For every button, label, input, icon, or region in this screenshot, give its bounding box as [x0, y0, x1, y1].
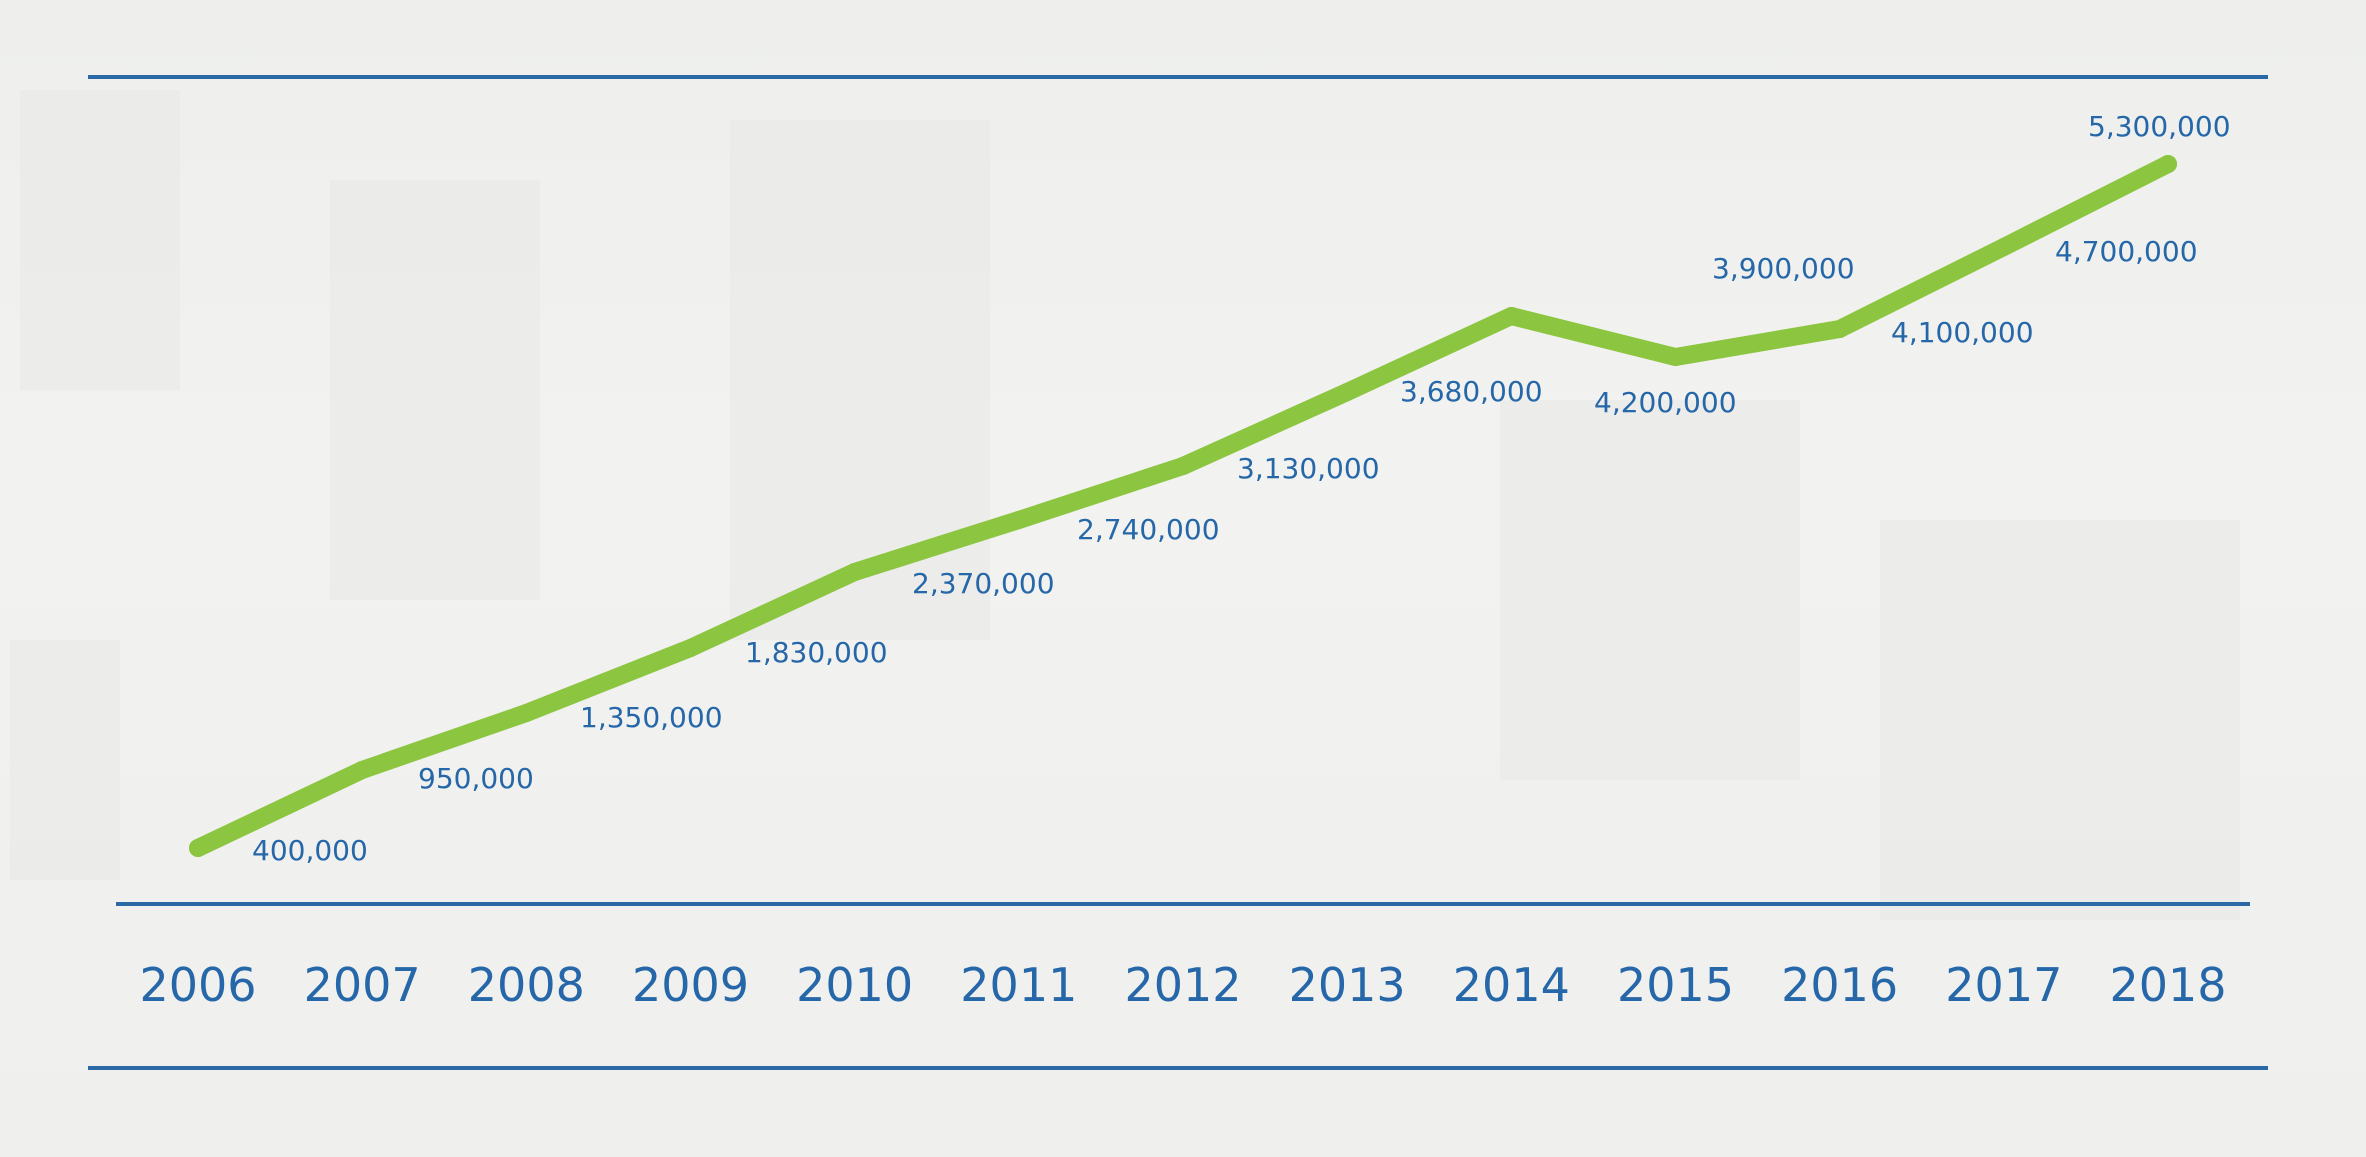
- data-label-2006: 400,000: [252, 834, 368, 867]
- data-labels: 400,000 950,000 1,350,000 1,830,000 2,370,00…: [252, 110, 2231, 867]
- data-label-2010: 2,370,000: [912, 567, 1055, 600]
- x-tick-label-2017: 2017: [1945, 958, 2062, 1012]
- data-label-2017: 4,700,000: [2055, 235, 2198, 268]
- x-tick-label-2016: 2016: [1781, 958, 1898, 1012]
- data-label-2011: 2,740,000: [1077, 513, 1220, 546]
- x-tick-label-2010: 2010: [796, 958, 913, 1012]
- x-tick-label-2009: 2009: [632, 958, 749, 1012]
- series-layer: [189, 155, 2177, 857]
- data-point-2012: [1174, 457, 1192, 475]
- data-label-2007: 950,000: [418, 762, 534, 795]
- x-tick-label-2007: 2007: [304, 958, 421, 1012]
- data-point-2014: [1502, 307, 1521, 325]
- x-tick-label-2015: 2015: [1617, 958, 1734, 1012]
- data-point-2007: [353, 761, 372, 779]
- series-line: [189, 155, 2177, 857]
- background-texture: [1500, 400, 1800, 780]
- data-point-2008: [517, 704, 536, 722]
- background-texture: [330, 180, 540, 600]
- data-point-2018: [2159, 155, 2177, 173]
- x-tick-label-2013: 2013: [1289, 958, 1406, 1012]
- data-label-2008: 1,350,000: [580, 701, 723, 734]
- x-axis-tick-labels: 2006 2007 2008 2009 2010 2011 2012 2013 2014 2015…: [139, 958, 2226, 1012]
- data-point-2009: [681, 639, 700, 657]
- x-tick-label-2018: 2018: [2109, 958, 2226, 1012]
- data-label-2009: 1,830,000: [745, 636, 888, 669]
- x-tick-label-2011: 2011: [960, 958, 1077, 1012]
- x-tick-label-2012: 2012: [1124, 958, 1241, 1012]
- x-tick-label-2008: 2008: [468, 958, 585, 1012]
- data-label-2012: 3,130,000: [1237, 452, 1380, 485]
- background-texture: [1880, 520, 2240, 920]
- background-texture: [730, 120, 990, 640]
- x-tick-label-2006: 2006: [139, 958, 256, 1012]
- data-point-2016: [1830, 320, 1849, 338]
- data-point-2017: [1994, 238, 2013, 256]
- x-tick-label-2014: 2014: [1453, 958, 1570, 1012]
- data-label-2016: 4,100,000: [1891, 316, 2034, 349]
- data-point-2013: [1338, 383, 1357, 401]
- background-texture: [20, 90, 180, 390]
- data-point-2015: [1666, 348, 1685, 366]
- background-texture: [10, 640, 120, 880]
- data-label-2013: 3,680,000: [1400, 375, 1543, 408]
- data-label-2015: 3,900,000: [1712, 252, 1855, 285]
- data-point-2010: [845, 563, 864, 581]
- data-point-2006: [189, 839, 207, 857]
- data-point-2011: [1009, 511, 1028, 529]
- data-label-2014: 4,200,000: [1594, 386, 1737, 419]
- data-label-2018: 5,300,000: [2088, 110, 2231, 143]
